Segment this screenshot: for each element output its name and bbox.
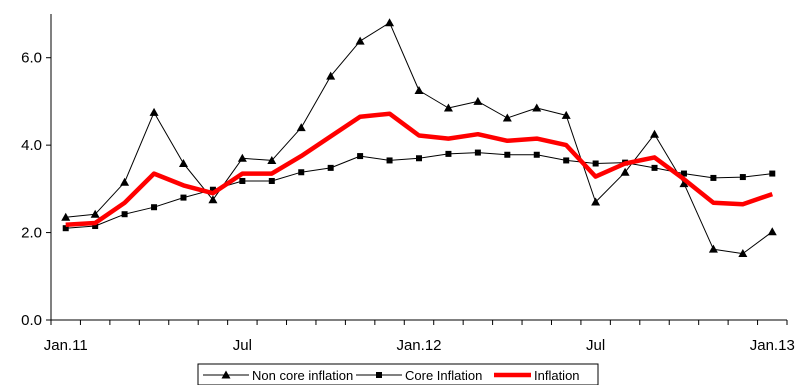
data-point-marker — [769, 170, 776, 177]
data-point-marker — [357, 153, 364, 160]
data-point-marker — [120, 177, 130, 186]
data-point-marker — [680, 170, 687, 177]
data-point-marker — [327, 164, 334, 171]
data-point-marker — [414, 86, 424, 94]
series-core-inflation — [62, 149, 776, 232]
data-point-marker — [326, 71, 336, 80]
series-line-inflation — [65, 111, 774, 227]
data-point-marker — [416, 155, 422, 162]
x-tick-label: Jul — [233, 337, 252, 354]
series-inflation — [65, 111, 774, 227]
data-point-marker — [209, 186, 216, 193]
data-point-marker — [533, 151, 540, 158]
data-point-marker — [180, 194, 187, 201]
data-point-marker — [296, 123, 306, 132]
data-point-marker — [445, 150, 452, 157]
data-point-marker — [298, 169, 305, 176]
data-point-marker — [561, 110, 571, 119]
data-point-marker — [385, 18, 395, 27]
x-tick-label: Jan.13 — [750, 337, 795, 354]
data-point-marker — [739, 174, 746, 181]
data-point-marker — [178, 159, 188, 168]
data-point-marker — [650, 129, 660, 138]
x-tick-label: Jan.12 — [396, 337, 441, 354]
data-point-marker — [61, 212, 71, 221]
legend-label: Non core inflation — [252, 368, 353, 383]
data-point-marker — [268, 177, 275, 184]
x-tick-label: Jul — [586, 337, 605, 354]
data-point-marker — [443, 103, 453, 112]
y-tick-label: 0.0 — [21, 312, 42, 329]
y-tick-label: 2.0 — [21, 225, 42, 242]
series-layer — [61, 18, 777, 258]
legend-marker-triangle — [221, 370, 231, 379]
data-point-marker — [679, 179, 689, 188]
axes: 0.0 2.0 4.0 6.0 Jan.11 Jul Jan.12 Jul Jan.13 — [21, 14, 795, 354]
data-point-marker — [592, 160, 599, 167]
data-point-marker — [473, 96, 483, 105]
data-point-marker — [504, 151, 511, 158]
data-point-marker — [121, 211, 128, 218]
data-point-marker — [355, 36, 365, 45]
y-tick-label: 4.0 — [21, 137, 42, 154]
data-point-marker — [591, 197, 601, 206]
data-point-marker — [738, 249, 748, 258]
legend-marker-square — [376, 372, 382, 378]
data-point-marker — [151, 204, 158, 211]
data-point-marker — [710, 174, 717, 181]
data-point-marker — [651, 164, 658, 171]
data-point-marker — [502, 113, 512, 122]
data-point-marker — [474, 149, 481, 156]
data-point-marker — [767, 227, 777, 236]
data-point-marker — [90, 209, 100, 218]
data-point-marker — [92, 223, 99, 230]
y-tick-label: 6.0 — [21, 50, 42, 67]
data-point-marker — [532, 103, 542, 112]
data-point-marker — [620, 167, 630, 176]
legend-label: Core Inflation — [405, 368, 482, 383]
series-line-non-core-inflation — [65, 22, 773, 255]
data-point-marker — [149, 107, 159, 116]
legend: Non core inflation Core Inflation Inflatio… — [197, 363, 599, 385]
data-point-marker — [208, 195, 218, 204]
data-point-marker — [267, 155, 277, 164]
data-point-marker — [62, 225, 69, 232]
data-point-marker — [386, 157, 393, 164]
x-tick-label: Jan.11 — [44, 337, 88, 354]
data-point-marker — [563, 157, 570, 164]
data-point-marker — [239, 177, 246, 184]
data-point-marker — [708, 244, 718, 253]
legend-label: Inflation — [534, 368, 580, 383]
data-point-marker — [237, 153, 247, 162]
series-non-core-inflation — [61, 18, 777, 258]
